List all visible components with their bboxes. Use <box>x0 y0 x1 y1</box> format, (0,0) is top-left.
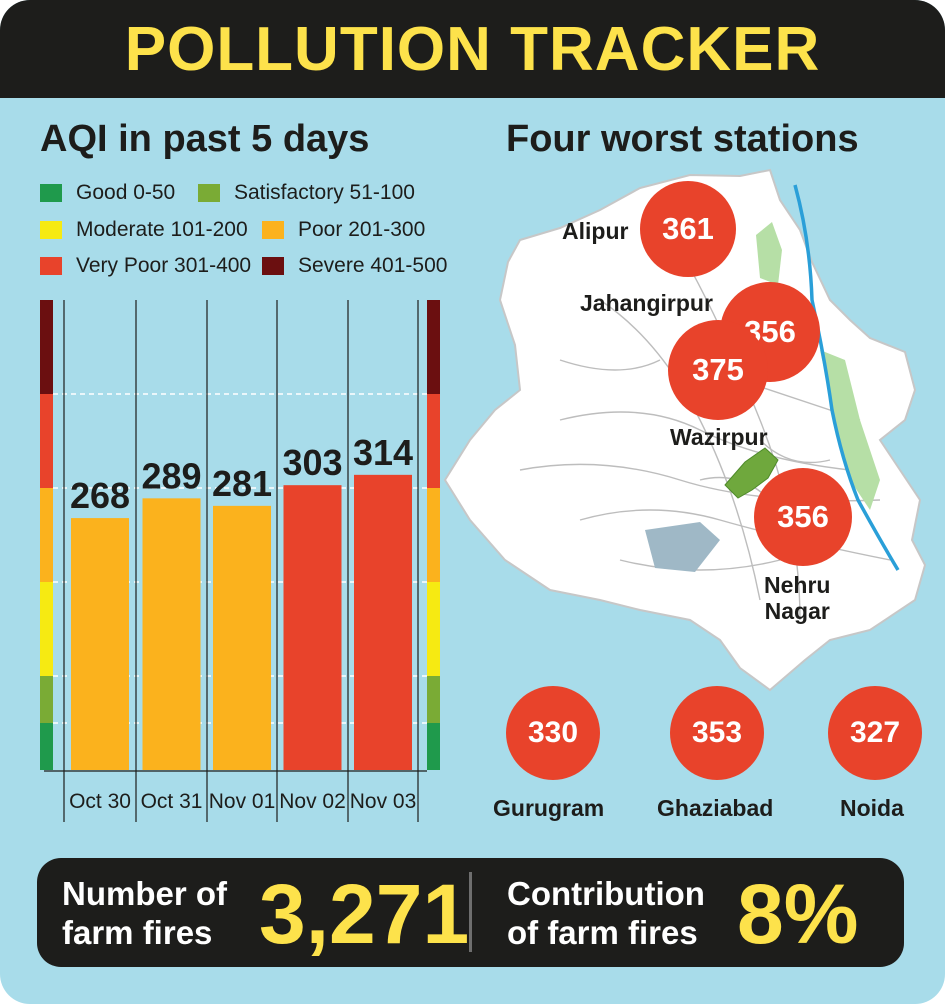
legend-label: Very Poor 301-400 <box>76 254 252 277</box>
aqi-scale-band-left <box>40 488 53 582</box>
lake <box>645 522 720 572</box>
aqi-scale-band-right <box>427 488 440 582</box>
greenbelt-river <box>820 350 880 510</box>
bar-value-label: 281 <box>212 463 272 504</box>
legend-swatch <box>40 221 62 239</box>
legend-label: Satisfactory 51-100 <box>234 181 415 204</box>
station-name-alipur: Alipur <box>562 218 629 244</box>
bar <box>142 498 201 770</box>
ncr-name-noida: Noida <box>840 795 904 821</box>
road-network <box>519 249 891 621</box>
aqi-scale-band-right <box>427 582 440 676</box>
station-name-nehru-nagar: Nehru Nagar <box>764 572 831 624</box>
aqi-scale-band-left <box>40 723 53 770</box>
x-tick-label: Nov 03 <box>350 790 417 813</box>
bar <box>71 518 129 770</box>
page-title: POLLUTION TRACKER <box>124 15 821 84</box>
legend-item-severe: Severe 401-500 <box>262 254 447 278</box>
aqi-scale-band-left <box>40 676 53 723</box>
ncr-marker-ghaziabad: 353 <box>670 686 764 780</box>
yamuna-river <box>793 184 900 571</box>
contribution-value: 8% <box>737 867 859 961</box>
station-marker-nehru-nagar: 356 <box>754 468 852 566</box>
bar <box>354 474 412 770</box>
legend-label: Good 0-50 <box>76 181 176 204</box>
legend-label: Severe 401-500 <box>298 254 448 277</box>
aqi-scale-band-right <box>427 300 440 394</box>
ncr-marker-noida: 327 <box>828 686 922 780</box>
bar <box>283 485 342 770</box>
legend-item-good: Good 0-50 <box>40 181 175 205</box>
bar-value-label: 289 <box>141 455 201 496</box>
bar-value-label: 303 <box>282 442 342 483</box>
ncr-name-ghaziabad: Ghaziabad <box>657 795 774 821</box>
station-marker-alipur: 361 <box>640 181 736 277</box>
legend-swatch <box>198 184 220 202</box>
x-tick-label: Nov 01 <box>209 790 276 813</box>
aqi-scale-band-left <box>40 394 53 488</box>
legend-swatch <box>40 257 62 275</box>
forest-area <box>724 447 779 499</box>
legend-label: Moderate 101-200 <box>76 218 248 241</box>
farm-fires-label: Number of farm fires <box>62 875 227 951</box>
legend-swatch <box>262 257 284 275</box>
map-title: Four worst stations <box>506 118 859 160</box>
legend-swatch <box>262 221 284 239</box>
aqi-scale-band-right <box>427 723 440 770</box>
bar <box>213 505 271 770</box>
legend-swatch <box>40 184 62 202</box>
bar-value-label: 268 <box>70 475 130 516</box>
x-tick-label: Oct 31 <box>141 790 203 813</box>
legend-item-satisfactory: Satisfactory 51-100 <box>198 181 415 205</box>
farm-fires-value: 3,271 <box>259 867 470 961</box>
station-marker-wazirpur: 375 <box>668 320 768 420</box>
bar-value-label: 314 <box>353 432 413 473</box>
x-tick-label: Nov 02 <box>279 790 346 813</box>
header-bar: POLLUTION TRACKER <box>0 0 945 98</box>
aqi-scale-band-left <box>40 300 53 394</box>
station-name-jahangirpur: Jahangirpur <box>580 290 713 316</box>
legend-item-very-poor: Very Poor 301-400 <box>40 254 251 278</box>
ncr-name-gurugram: Gurugram <box>493 795 605 821</box>
stats-footer: Number of farm fires 3,271 Contribution … <box>37 858 904 967</box>
legend-item-moderate: Moderate 101-200 <box>40 218 248 242</box>
footer-divider <box>469 872 472 952</box>
aqi-bar-chart: 268 Oct 30 289 Oct 31 281 Nov 01 303 Nov 02 314 N… <box>40 300 440 822</box>
contribution-label: Contribution of farm fires <box>507 875 705 951</box>
aqi-scale-band-right <box>427 394 440 488</box>
chart-title: AQI in past 5 days <box>40 118 370 160</box>
greenbelt-north <box>756 222 782 285</box>
aqi-scale-band-left <box>40 582 53 676</box>
legend-label: Poor 201-300 <box>298 218 426 241</box>
station-name-wazirpur: Wazirpur <box>670 424 768 450</box>
ncr-marker-gurugram: 330 <box>506 686 600 780</box>
x-tick-label: Oct 30 <box>69 790 131 813</box>
aqi-scale-band-right <box>427 676 440 723</box>
legend-item-poor: Poor 201-300 <box>262 218 425 242</box>
